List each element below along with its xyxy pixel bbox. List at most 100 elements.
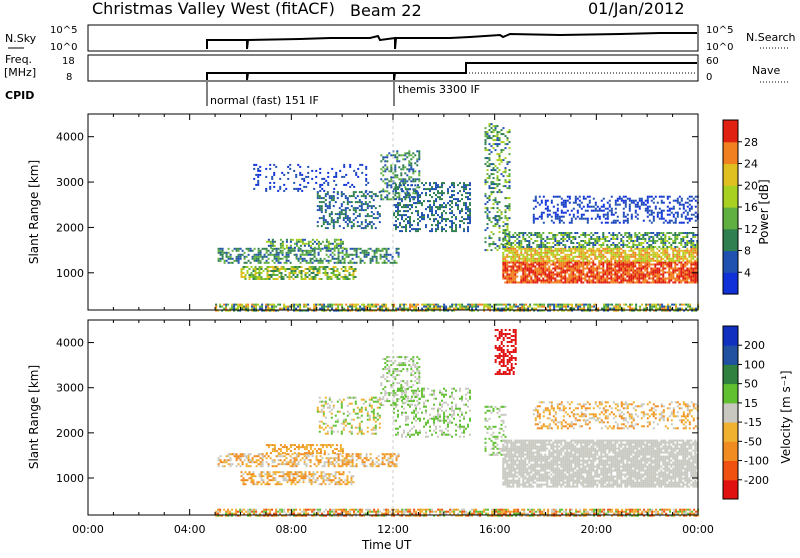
- data-cell: [238, 256, 240, 258]
- data-cell: [369, 221, 371, 223]
- data-cell: [400, 174, 402, 176]
- data-cell: [457, 192, 459, 194]
- data-cell: [380, 194, 382, 196]
- data-cell: [664, 264, 666, 266]
- data-cell: [587, 196, 589, 198]
- data-cell: [313, 268, 315, 270]
- data-cell: [495, 129, 497, 131]
- data-cell: [338, 252, 340, 254]
- data-cell: [542, 270, 544, 272]
- data-cell: [394, 154, 396, 156]
- data-cell: [445, 204, 447, 206]
- data-cell: [546, 236, 548, 238]
- data-cell: [528, 254, 530, 256]
- data-cell: [624, 260, 626, 262]
- data-cell: [616, 282, 618, 284]
- data-cell: [359, 306, 361, 308]
- data-cell: [340, 247, 342, 249]
- data-cell: [401, 304, 403, 306]
- data-cell: [560, 276, 562, 278]
- data-cell: [615, 304, 617, 306]
- data-cell: [499, 231, 501, 233]
- data-cell: [382, 156, 384, 158]
- data-cell: [329, 213, 331, 215]
- data-cell: [598, 250, 600, 252]
- data-cell: [247, 270, 249, 272]
- data-cell: [309, 308, 311, 310]
- data-cell: [451, 210, 453, 212]
- data-cell: [639, 198, 641, 200]
- data-cell: [670, 266, 672, 268]
- data-cell: [538, 272, 540, 274]
- data-cell: [356, 254, 358, 256]
- data-cell: [495, 225, 497, 227]
- data-cell: [650, 248, 652, 250]
- data-cell: [642, 234, 644, 236]
- data-cell: [530, 258, 532, 260]
- data-cell: [514, 278, 516, 280]
- data-cell: [561, 212, 563, 214]
- data-cell: [526, 248, 528, 250]
- data-cell: [544, 276, 546, 278]
- data-cell: [370, 260, 372, 262]
- data-cell: [226, 256, 228, 258]
- data-cell: [618, 264, 620, 266]
- data-cell: [604, 282, 606, 284]
- data-cell: [261, 278, 263, 280]
- data-cell: [666, 252, 668, 254]
- data-cell: [386, 254, 388, 256]
- data-cell: [485, 181, 487, 183]
- data-cell: [505, 211, 507, 213]
- data-cell: [540, 252, 542, 254]
- data-cell: [384, 248, 386, 250]
- data-cell: [632, 272, 634, 274]
- data-cell: [567, 304, 569, 306]
- data-cell: [297, 268, 299, 270]
- data-cell: [361, 221, 363, 223]
- data-cell: [552, 274, 554, 276]
- data-cell: [279, 270, 281, 272]
- data-cell: [661, 202, 663, 204]
- data-cell: [347, 182, 349, 184]
- data-cell: [626, 274, 628, 276]
- data-cell: [562, 256, 564, 258]
- data-cell: [274, 245, 276, 247]
- data-cell: [612, 254, 614, 256]
- data-cell: [607, 202, 609, 204]
- data-cell: [538, 264, 540, 266]
- data-cell: [262, 258, 264, 260]
- data-cell: [390, 198, 392, 200]
- data-cell: [582, 272, 584, 274]
- data-cell: [525, 304, 527, 306]
- data-cell: [514, 248, 516, 250]
- data-cell: [614, 248, 616, 250]
- data-cell: [355, 270, 357, 272]
- data-cell: [314, 247, 316, 249]
- data-cell: [487, 201, 489, 203]
- data-cell: [353, 306, 355, 308]
- data-cell: [548, 268, 550, 270]
- data-cell: [568, 238, 570, 240]
- data-cell: [638, 250, 640, 252]
- data-cell: [664, 282, 666, 284]
- data-cell: [415, 190, 417, 192]
- data-cell: [451, 224, 453, 226]
- data-cell: [501, 129, 503, 131]
- data-cell: [692, 256, 694, 258]
- data-cell: [338, 250, 340, 252]
- data-cell: [521, 306, 523, 308]
- data-cell: [580, 262, 582, 264]
- data-cell: [619, 306, 621, 308]
- data-cell: [569, 198, 571, 200]
- data-cell: [341, 209, 343, 211]
- data-cell: [299, 304, 301, 306]
- data-cell: [646, 258, 648, 260]
- data-cell: [676, 238, 678, 240]
- data-cell: [584, 256, 586, 258]
- data-cell: [678, 234, 680, 236]
- data-cell: [236, 256, 238, 258]
- data-cell: [535, 206, 537, 208]
- data-cell: [686, 276, 688, 278]
- data-cell: [332, 258, 334, 260]
